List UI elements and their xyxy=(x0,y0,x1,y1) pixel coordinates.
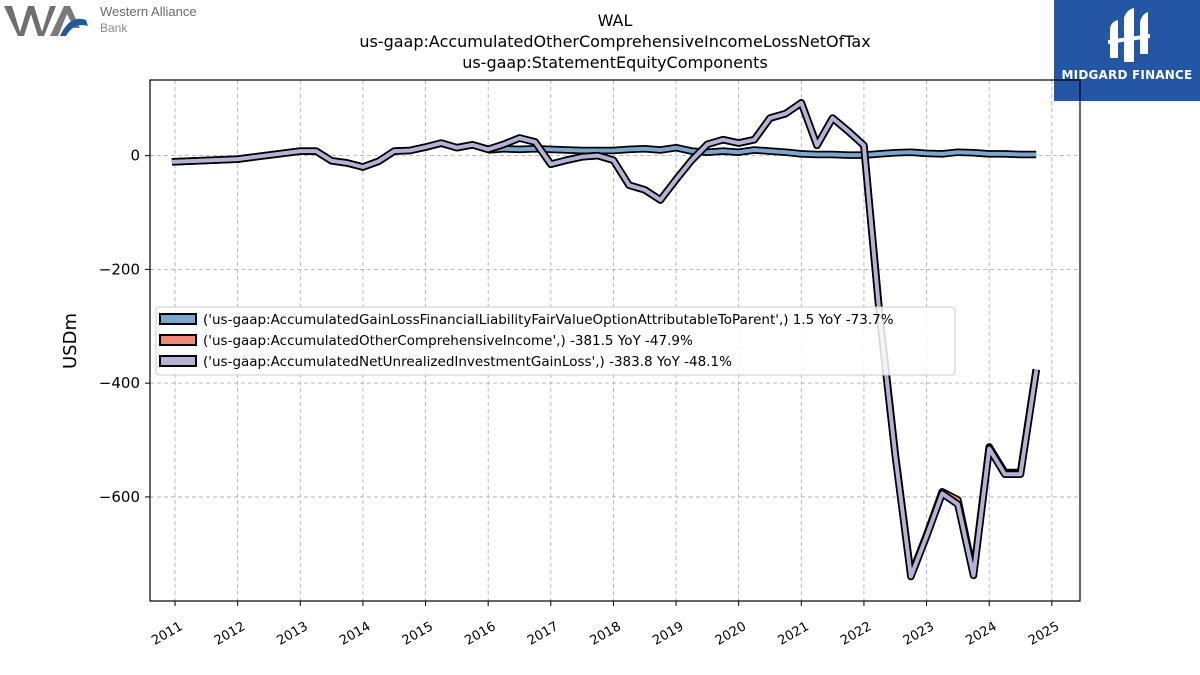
x-tick-label: 2014 xyxy=(337,619,373,649)
series-1-line xyxy=(488,145,1037,158)
x-tick-label: 2013 xyxy=(274,619,310,649)
chart-title: WAL us-gaap:AccumulatedOtherComprehensiv… xyxy=(150,10,1080,73)
y-tick-label: −400 xyxy=(99,374,140,392)
western-alliance-logo: Western Alliance Bank xyxy=(0,0,230,44)
chart-title-line-2: us-gaap:AccumulatedOtherComprehensiveInc… xyxy=(359,32,871,51)
legend-swatch xyxy=(159,334,197,346)
x-tick-label: 2015 xyxy=(400,619,436,649)
legend-entry-label: ('us-gaap:AccumulatedGainLossFinancialLi… xyxy=(203,312,894,328)
y-tick-label: −200 xyxy=(99,260,140,278)
y-axis-ticks: 0 −200 −400 −600 xyxy=(99,147,150,506)
y-tick-label: 0 xyxy=(130,147,140,165)
x-axis-ticks: 2011 2012 2013 2014 2015 2016 2017 2018 2019 2020… xyxy=(149,601,1062,649)
x-tick-label: 2025 xyxy=(1026,619,1062,649)
legend-entry-label: ('us-gaap:AccumulatedOtherComprehensiveI… xyxy=(203,333,693,349)
series-lines xyxy=(171,99,1040,581)
x-tick-label: 2018 xyxy=(588,619,624,649)
legend-box xyxy=(155,306,956,376)
logo-name-line2: Bank xyxy=(100,21,128,35)
chart-title-line-1: WAL xyxy=(597,11,633,30)
midgard-finance-logo: MIDGARD FINANCE xyxy=(1054,0,1200,101)
x-tick-label: 2011 xyxy=(149,619,185,649)
legend-swatch xyxy=(159,313,197,325)
plot-area-frame xyxy=(149,79,1081,602)
chart-title-line-3: us-gaap:StatementEquityComponents xyxy=(462,53,768,72)
x-tick-label: 2019 xyxy=(650,619,686,649)
y-tick-label: −600 xyxy=(99,488,140,506)
series-3-line xyxy=(171,100,1039,579)
x-tick-label: 2020 xyxy=(713,619,749,649)
legend-entry-label: ('us-gaap:AccumulatedNetUnrealizedInvest… xyxy=(203,354,732,370)
y-axis-label: USDm xyxy=(60,313,81,369)
x-tick-label: 2021 xyxy=(775,619,811,649)
midgard-emblem-icon xyxy=(1108,8,1150,62)
legend: ('us-gaap:AccumulatedGainLossFinancialLi… xyxy=(155,306,956,376)
x-tick-label: 2012 xyxy=(212,619,248,649)
x-tick-label: 2022 xyxy=(838,619,874,649)
x-tick-label: 2016 xyxy=(462,619,498,649)
x-tick-label: 2017 xyxy=(525,619,561,649)
x-tick-label: 2024 xyxy=(963,619,999,649)
midgard-finance-wordmark: MIDGARD FINANCE xyxy=(1061,68,1193,82)
western-alliance-logo-mark xyxy=(4,6,88,36)
logo-name-line1: Western Alliance xyxy=(100,4,197,19)
x-tick-label: 2023 xyxy=(901,619,937,649)
legend-swatch xyxy=(159,355,197,367)
